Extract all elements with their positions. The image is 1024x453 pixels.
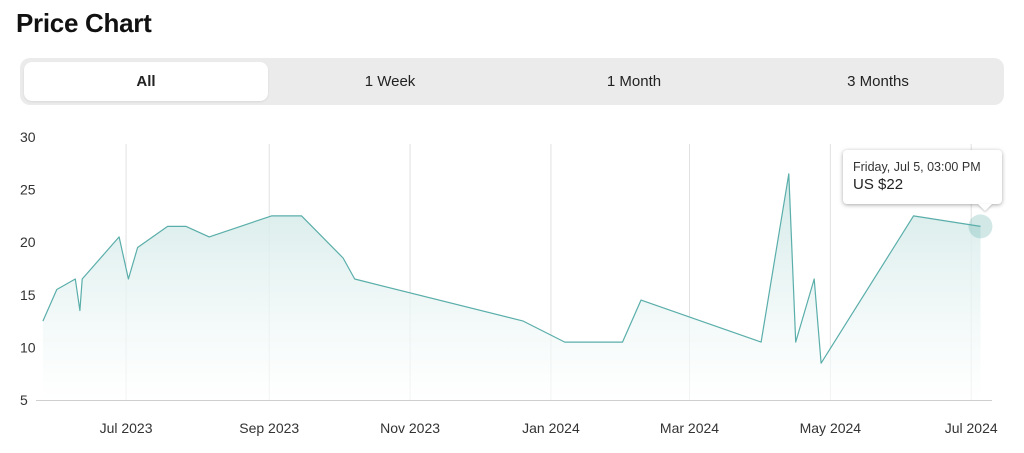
x-tick-label: Jan 2024: [522, 420, 580, 436]
y-tick-label: 15: [20, 287, 36, 303]
data-point[interactable]: [299, 213, 305, 219]
tooltip-price: US $22: [853, 176, 904, 193]
data-point[interactable]: [818, 360, 824, 366]
tab-1-month[interactable]: 1 Month: [606, 73, 662, 90]
data-point[interactable]: [811, 276, 817, 282]
data-point[interactable]: [165, 223, 171, 229]
y-tick-label: 10: [20, 339, 36, 355]
y-tick-label: 5: [20, 392, 28, 408]
data-point[interactable]: [520, 318, 526, 324]
data-point[interactable]: [758, 339, 764, 345]
y-tick-label: 20: [20, 234, 36, 250]
range-tabs: All 1 Week 1 Month 3 Months: [20, 58, 1004, 105]
data-point[interactable]: [911, 213, 917, 219]
tab-1-week[interactable]: 1 Week: [364, 73, 416, 90]
data-point[interactable]: [793, 339, 799, 345]
data-point[interactable]: [786, 171, 792, 177]
data-point[interactable]: [72, 276, 78, 282]
data-point[interactable]: [135, 245, 141, 251]
data-point[interactable]: [40, 318, 46, 324]
y-tick-label: 25: [20, 182, 36, 198]
data-point[interactable]: [125, 276, 131, 282]
tab-3-months[interactable]: 3 Months: [847, 73, 909, 90]
x-tick-label: Jul 2024: [945, 420, 998, 436]
price-area: [42, 173, 981, 400]
data-point[interactable]: [269, 213, 275, 219]
data-point[interactable]: [77, 308, 83, 314]
data-point[interactable]: [562, 339, 568, 345]
x-tick-label: Mar 2024: [660, 420, 719, 436]
data-point[interactable]: [352, 276, 358, 282]
data-point[interactable]: [206, 234, 212, 240]
data-point[interactable]: [116, 234, 122, 240]
x-tick-label: May 2024: [800, 420, 862, 436]
data-point[interactable]: [638, 297, 644, 303]
price-line: [42, 173, 981, 364]
y-tick-label: 30: [20, 129, 36, 145]
page-title: Price Chart: [16, 8, 152, 38]
x-tick-label: Sep 2023: [239, 420, 299, 436]
highlight-point-halo: [968, 214, 993, 239]
data-point[interactable]: [183, 223, 189, 229]
data-point[interactable]: [79, 276, 85, 282]
tab-all[interactable]: All: [24, 62, 268, 101]
x-tick-label: Jul 2023: [100, 420, 153, 436]
price-tooltip: Friday, Jul 5, 03:00 PM US $22: [843, 150, 1002, 204]
x-tick-label: Nov 2023: [380, 420, 440, 436]
data-point[interactable]: [620, 339, 626, 345]
data-point[interactable]: [340, 255, 346, 261]
tooltip-date: Friday, Jul 5, 03:00 PM: [853, 160, 981, 174]
data-point[interactable]: [54, 287, 60, 293]
